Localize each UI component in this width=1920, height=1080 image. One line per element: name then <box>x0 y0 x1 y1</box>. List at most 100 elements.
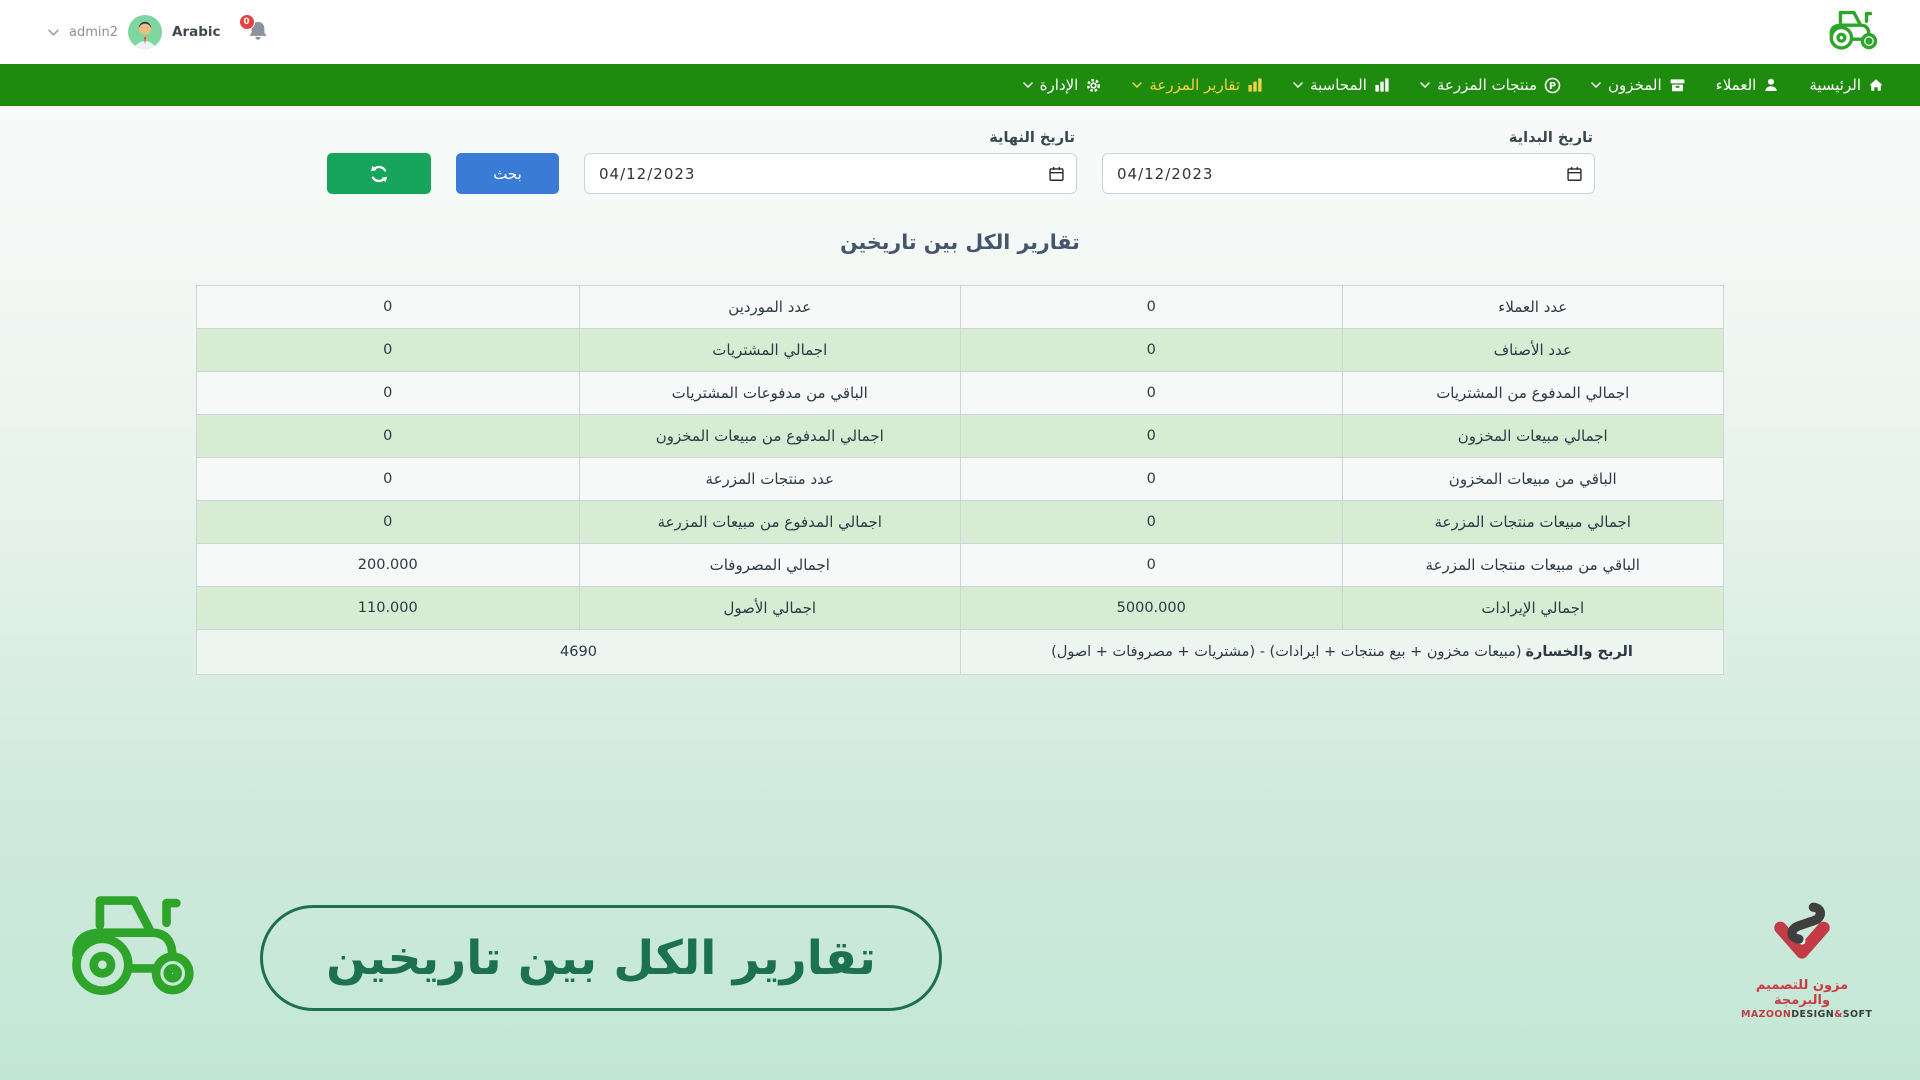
username: admin2 <box>69 24 119 40</box>
avatar[interactable] <box>128 15 163 49</box>
topbar: admin2 Arabic 0 <box>0 0 1920 64</box>
nav-item-label: المخزون <box>1608 76 1662 94</box>
date-filters: تاريخ البداية تاريخ النهاية بحث <box>327 130 1595 194</box>
end-date-group: تاريخ النهاية <box>584 130 1077 194</box>
nav-item-label: الرئيسية <box>1809 76 1861 94</box>
table-row: الباقي من مبيعات منتجات المزرعة 0 اجمالي… <box>197 544 1723 587</box>
row-label: عدد منتجات المزرعة <box>578 458 961 500</box>
chevron-down-icon <box>1022 82 1033 88</box>
nav-item-farm-products[interactable]: P منتجات المزرعة <box>1420 76 1561 94</box>
row-value: 200.000 <box>357 557 418 573</box>
company-logo: مزون للتصميم والبرمجة MAZOONDESIGN&SOFT <box>1741 900 1873 1020</box>
user-menu[interactable]: admin2 Arabic 0 <box>48 14 271 49</box>
start-date-input[interactable] <box>1102 153 1595 194</box>
nav-item-label: الإدارة <box>1039 76 1079 94</box>
notifications-bell[interactable]: 0 <box>238 14 271 45</box>
chart-icon <box>1375 78 1389 92</box>
refresh-icon <box>370 165 388 182</box>
row-value: 0 <box>960 501 1342 543</box>
table-row: اجمالي مبيعات المخزون 0 اجمالي المدفوع م… <box>197 415 1723 458</box>
nav-item-label: تقارير المزرعة <box>1149 76 1241 94</box>
summary-row: الربح والخسارة (مبيعات مخزون + بيع منتجا… <box>197 630 1723 675</box>
table-row: عدد العملاء 0 عدد الموردين 0 <box>197 286 1723 329</box>
summary-label-bold: الربح والخسارة <box>1525 644 1633 660</box>
end-date-label: تاريخ النهاية <box>989 130 1075 146</box>
company-logo-mark <box>1774 902 1830 959</box>
main-navbar: الرئيسية العملاء المخزون P منتجات المزرع… <box>0 64 1920 106</box>
calendar-icon[interactable] <box>1048 165 1065 182</box>
product-circle-icon: P <box>1544 77 1561 93</box>
row-label: اجمالي المدفوع من المشتريات <box>1341 372 1724 414</box>
nav-item-farm-reports[interactable]: تقارير المزرعة <box>1132 76 1263 94</box>
nav-item-label: المحاسبة <box>1310 76 1367 94</box>
row-label: اجمالي المدفوع من مبيعات المخزون <box>578 415 961 457</box>
chevron-down-icon <box>1293 82 1303 88</box>
row-value: 0 <box>383 342 393 358</box>
nav-item-label: العملاء <box>1715 76 1757 94</box>
notification-count-badge: 0 <box>238 14 255 30</box>
home-icon <box>1869 79 1883 91</box>
footer-tractor-icon <box>58 886 206 1004</box>
summary-label-rest: (مبيعات مخزون + بيع منتجات + ايرادات) - … <box>1051 644 1522 660</box>
row-label: اجمالي الأصول <box>578 587 961 629</box>
row-value: 0 <box>960 544 1342 586</box>
row-label: اجمالي المدفوع من مبيعات المزرعة <box>578 501 961 543</box>
table-row: عدد الأصناف 0 اجمالي المشتريات 0 <box>197 329 1723 372</box>
company-name-english: MAZOONDESIGN&SOFT <box>1741 1009 1873 1020</box>
footer-banner-title: تقارير الكل بين تاريخين <box>326 930 876 986</box>
row-label: الباقي من مدفوعات المشتريات <box>578 372 961 414</box>
nav-item-inventory[interactable]: المخزون <box>1591 76 1686 94</box>
row-value: 0 <box>383 385 393 401</box>
row-value: 0 <box>383 299 393 315</box>
row-value: 0 <box>960 286 1342 328</box>
nav-item-customers[interactable]: العملاء <box>1716 76 1780 94</box>
chevron-down-icon <box>1132 82 1143 88</box>
end-date-input[interactable] <box>584 153 1077 194</box>
nav-item-home[interactable]: الرئيسية <box>1809 76 1884 94</box>
row-value: 0 <box>960 372 1342 414</box>
row-label: عدد العملاء <box>1341 286 1724 328</box>
summary-value: 4690 <box>560 644 597 660</box>
nav-item-administration[interactable]: الإدارة <box>1022 76 1103 94</box>
row-label: الباقي من مبيعات المخزون <box>1341 458 1724 500</box>
table-row: اجمالي مبيعات منتجات المزرعة 0 اجمالي ال… <box>197 501 1723 544</box>
svg-text:P: P <box>1549 81 1556 92</box>
nav-item-accounting[interactable]: المحاسبة <box>1293 76 1390 94</box>
app-logo-tractor-icon[interactable] <box>1824 7 1882 53</box>
row-label: اجمالي الإيرادات <box>1341 587 1724 629</box>
customers-icon <box>1765 78 1778 91</box>
row-label: الباقي من مبيعات منتجات المزرعة <box>1341 544 1724 586</box>
row-value: 0 <box>383 514 393 530</box>
company-name-arabic: مزون للتصميم والبرمجة <box>1755 978 1849 1008</box>
start-date-group: تاريخ البداية <box>1102 130 1595 194</box>
report-table: عدد العملاء 0 عدد الموردين 0 عدد الأصناف… <box>196 285 1724 675</box>
table-row: اجمالي المدفوع من المشتريات 0 الباقي من … <box>197 372 1723 415</box>
row-value: 0 <box>383 471 393 487</box>
chevron-down-icon <box>1420 82 1430 88</box>
row-label: اجمالي مبيعات منتجات المزرعة <box>1341 501 1724 543</box>
row-value: 0 <box>960 329 1342 371</box>
page-title: تقارير الكل بين تاريخين <box>840 230 1080 254</box>
row-label: عدد الأصناف <box>1341 329 1724 371</box>
refresh-button[interactable] <box>327 153 431 194</box>
row-value: 0 <box>383 428 393 444</box>
table-row: اجمالي الإيرادات 5000.000 اجمالي الأصول … <box>197 587 1723 630</box>
calendar-icon[interactable] <box>1566 165 1583 182</box>
footer-banner: تقارير الكل بين تاريخين <box>260 905 942 1011</box>
row-value: 110.000 <box>357 600 418 616</box>
row-value: 5000.000 <box>960 587 1342 629</box>
row-value: 0 <box>960 458 1342 500</box>
search-button[interactable]: بحث <box>456 153 559 194</box>
row-label: اجمالي مبيعات المخزون <box>1341 415 1724 457</box>
gear-icon <box>1087 78 1101 92</box>
table-row: الباقي من مبيعات المخزون 0 عدد منتجات ال… <box>197 458 1723 501</box>
chevron-down-icon <box>48 29 59 36</box>
chart-icon <box>1248 78 1262 92</box>
start-date-label: تاريخ البداية <box>1508 130 1593 146</box>
row-label: اجمالي المشتريات <box>578 329 961 371</box>
row-value: 0 <box>960 415 1342 457</box>
inventory-box-icon <box>1670 79 1685 92</box>
language-label[interactable]: Arabic <box>172 24 221 40</box>
row-label: عدد الموردين <box>578 286 961 328</box>
